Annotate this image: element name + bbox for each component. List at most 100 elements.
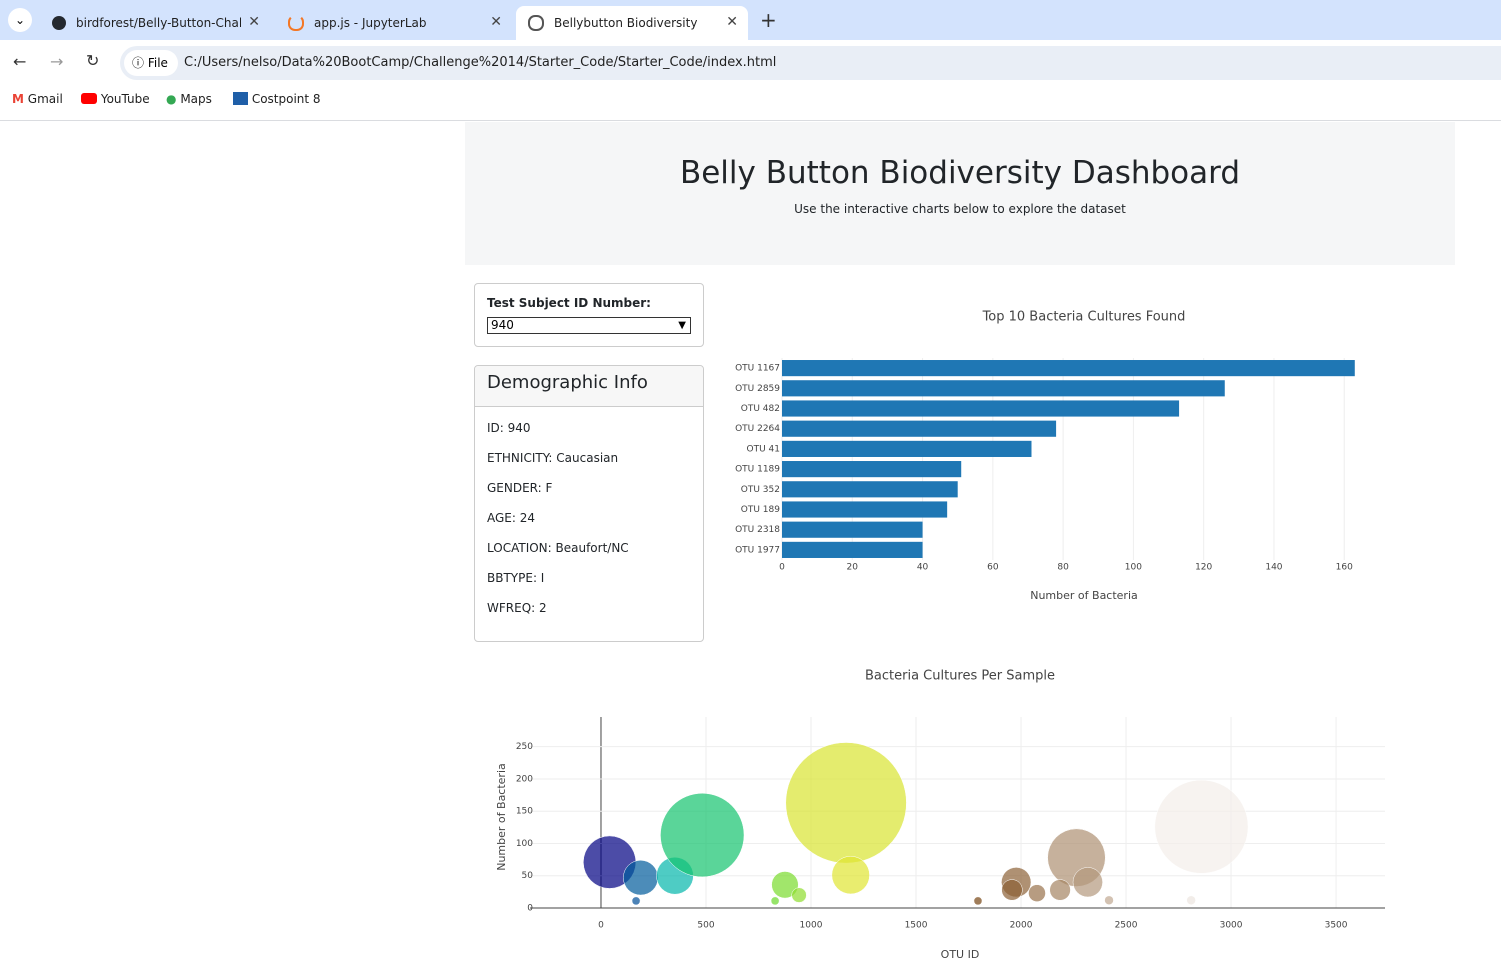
x-tick-label: 0: [598, 921, 604, 931]
x-tick-label: 60: [987, 563, 999, 573]
url: C:/Users/nelso/Data%20BootCamp/Challenge…: [184, 55, 777, 70]
card-title: Demographic Info: [487, 372, 648, 393]
bubble: [631, 896, 641, 906]
tab-title: app.js - JupyterLab: [314, 16, 427, 30]
bubble: [1047, 828, 1106, 887]
x-tick-label: 1500: [905, 921, 928, 931]
tab-close[interactable]: ✕: [248, 14, 260, 30]
bar: [782, 481, 958, 498]
card-header: [475, 366, 703, 407]
x-tick-label: 40: [917, 563, 929, 573]
bubble: [583, 835, 637, 889]
demographic-row: GENDER: F: [487, 481, 553, 495]
address-bar[interactable]: ⓘ File C:/Users/nelso/Data%20BootCamp/Ch…: [120, 46, 1501, 80]
tab[interactable]: Bellybutton Biodiversity ✕: [516, 6, 748, 40]
demographic-row: ID: 940: [487, 421, 531, 435]
bar: [782, 360, 1355, 377]
bubble: [1001, 879, 1023, 901]
y-tick-label: 100: [516, 839, 533, 849]
y-tick-label: OTU 2318: [735, 525, 780, 535]
tab[interactable]: birdforest/Belly-Button-Challen ✕: [40, 6, 270, 40]
x-tick-label: 20: [847, 563, 859, 573]
demographic-row: BBTYPE: I: [487, 571, 545, 585]
bookmark-label: Maps: [180, 92, 212, 106]
tab[interactable]: app.js - JupyterLab ✕: [276, 6, 512, 40]
bar: [782, 461, 962, 478]
bubble: [791, 887, 807, 903]
chart-title: Top 10 Bacteria Cultures Found: [982, 310, 1186, 325]
x-axis-label: OTU ID: [941, 948, 980, 961]
y-tick-label: OTU 2264: [735, 424, 780, 434]
tab-close[interactable]: ✕: [726, 14, 738, 30]
bubble: [1072, 867, 1103, 898]
y-tick-label: OTU 41: [747, 444, 780, 454]
reload-button[interactable]: ↻: [86, 51, 100, 70]
bubble: [660, 793, 745, 878]
bar: [782, 541, 923, 558]
tab-close[interactable]: ✕: [490, 14, 502, 30]
y-tick-label: OTU 352: [741, 485, 780, 495]
forward-button[interactable]: →: [50, 52, 64, 71]
bookmark-label: YouTube: [100, 92, 150, 106]
tab-bar: ⌄ birdforest/Belly-Button-Challen ✕ app.…: [0, 0, 1501, 40]
y-tick-label: 250: [516, 742, 533, 752]
bookmark[interactable]: YouTube: [81, 92, 150, 106]
tab-icon: [52, 16, 66, 30]
tab-menu[interactable]: ⌄: [8, 8, 32, 32]
bar: [782, 501, 948, 518]
y-tick-label: OTU 1977: [735, 545, 780, 555]
bookmarks-bar: M Gmail YouTube ● Maps Costpoint 8: [0, 80, 1501, 121]
bar: [782, 400, 1180, 417]
bubble: [623, 860, 659, 896]
x-axis-label: Number of Bacteria: [1030, 589, 1138, 602]
chart-title: Bacteria Cultures Per Sample: [865, 669, 1055, 684]
tab-title: birdforest/Belly-Button-Challen: [76, 16, 241, 30]
y-tick-label: OTU 1167: [735, 364, 780, 374]
y-tick-label: OTU 189: [741, 505, 780, 515]
bookmark[interactable]: Costpoint 8: [233, 92, 321, 106]
x-tick-label: 160: [1336, 563, 1353, 573]
back-button[interactable]: ←: [13, 52, 27, 71]
y-tick-label: OTU 1189: [735, 465, 780, 475]
x-tick-label: 3500: [1325, 921, 1348, 931]
bookmark-label: Gmail: [27, 92, 63, 106]
x-tick-label: 100: [1125, 563, 1142, 573]
bubble: [770, 896, 780, 906]
y-tick-label: 50: [522, 871, 534, 881]
bookmark[interactable]: ● Maps: [166, 92, 212, 106]
x-tick-label: 120: [1195, 563, 1212, 573]
bubble: [831, 855, 870, 895]
bubble: [1049, 879, 1071, 901]
demographic-row: WFREQ: 2: [487, 601, 547, 615]
site-info[interactable]: ⓘ File: [124, 50, 178, 76]
y-tick-label: OTU 482: [741, 404, 780, 414]
selector-label: Test Subject ID Number:: [487, 296, 651, 310]
demographic-row: LOCATION: Beaufort/NC: [487, 541, 629, 555]
bubble: [1186, 895, 1196, 905]
x-tick-label: 140: [1265, 563, 1282, 573]
y-tick-label: OTU 2859: [735, 384, 780, 394]
x-tick-label: 2500: [1115, 921, 1138, 931]
selector-card: [474, 283, 704, 347]
x-tick-label: 80: [1057, 563, 1069, 573]
tab-icon: [528, 15, 544, 31]
new-tab[interactable]: +: [760, 8, 777, 32]
y-tick-label: 150: [516, 807, 533, 817]
demographic-row: ETHNICITY: Caucasian: [487, 451, 619, 465]
bookmark[interactable]: M Gmail: [12, 92, 63, 106]
tab-title: Bellybutton Biodiversity: [554, 16, 698, 30]
subject-dropdown[interactable]: 940 ▼: [487, 317, 691, 334]
bubble: [771, 871, 799, 899]
bar: [782, 380, 1225, 397]
dropdown-value: 940: [491, 318, 514, 332]
bookmark-label: Costpoint 8: [251, 92, 321, 106]
file-label: File: [147, 56, 168, 70]
bubble: [1154, 779, 1249, 874]
y-axis-label: Number of Bacteria: [495, 763, 508, 871]
x-tick-label: 500: [697, 921, 714, 931]
header-panel: [465, 122, 1455, 265]
tab-icon: [288, 15, 304, 31]
bubble: [656, 856, 694, 895]
x-tick-label: 0: [779, 563, 785, 573]
